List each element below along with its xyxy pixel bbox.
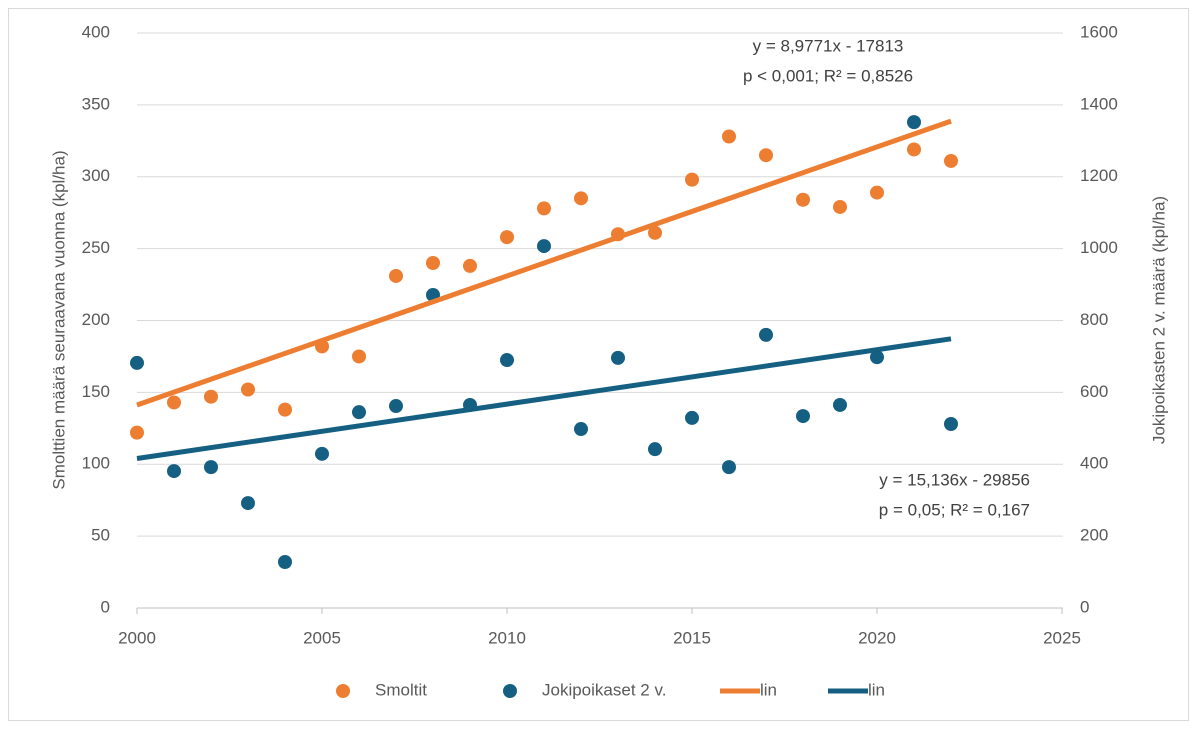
point — [537, 201, 551, 216]
x-tick-label: 2015 — [673, 628, 711, 647]
legend-label: Smoltit — [375, 680, 427, 699]
point — [685, 172, 699, 187]
point — [537, 239, 551, 254]
point — [167, 464, 181, 479]
x-tick-label: 2010 — [488, 628, 526, 647]
point — [130, 425, 144, 440]
y2-tick-label: 1400 — [1080, 94, 1118, 113]
point — [352, 405, 366, 420]
point — [389, 399, 403, 414]
x-tick-label: 2020 — [858, 628, 896, 647]
point — [907, 142, 921, 157]
point — [574, 422, 588, 437]
point — [463, 258, 477, 273]
legend-label: Jokipoikaset 2 v. — [542, 680, 666, 699]
point — [759, 148, 773, 163]
point — [907, 115, 921, 130]
annotation: p = 0,05; R² = 0,167 — [879, 500, 1030, 519]
point — [167, 395, 181, 410]
x-tick-label: 2000 — [118, 628, 156, 647]
y2-axis-title: Jokipoikasten 2 v. määrä (kpl/ha) — [1149, 196, 1168, 444]
point — [315, 446, 329, 461]
y-tick-label: 200 — [82, 310, 110, 329]
point — [204, 460, 218, 475]
y-tick-label: 400 — [82, 22, 110, 41]
y-tick-label: 150 — [82, 382, 110, 401]
point — [722, 460, 736, 475]
point — [426, 256, 440, 270]
point — [352, 349, 366, 364]
point — [833, 397, 847, 412]
y-tick-label: 0 — [101, 597, 110, 616]
point — [278, 402, 292, 417]
y2-tick-label: 1200 — [1080, 166, 1118, 185]
point — [796, 192, 810, 207]
point — [500, 230, 514, 245]
legend-marker — [503, 684, 517, 698]
chart-frame — [8, 8, 1189, 721]
y2-tick-label: 600 — [1080, 382, 1108, 401]
point — [389, 268, 403, 283]
trend-line — [136, 118, 952, 408]
annotation: y = 15,136x - 29856 — [879, 470, 1030, 489]
point — [130, 355, 144, 370]
point — [685, 410, 699, 425]
legend-marker — [336, 684, 350, 698]
y2-tick-label: 1600 — [1080, 22, 1118, 41]
point — [500, 353, 514, 368]
y-tick-label: 350 — [82, 94, 110, 113]
point — [759, 327, 773, 342]
trend-line — [136, 336, 952, 461]
point — [944, 153, 958, 168]
point — [648, 442, 662, 457]
y-tick-label: 250 — [82, 238, 110, 257]
point — [278, 555, 292, 569]
point — [241, 382, 255, 397]
y-tick-label: 100 — [82, 454, 110, 473]
y2-tick-label: 400 — [1080, 454, 1108, 473]
point — [648, 225, 662, 240]
point — [944, 417, 958, 431]
x-tick-label: 2005 — [303, 628, 341, 647]
legend-label: lin — [868, 680, 885, 699]
point — [722, 129, 736, 144]
y-axis-title: Smolttien määrä seuraavana vuonna (kpl/h… — [49, 150, 68, 489]
point — [611, 350, 625, 365]
point — [574, 191, 588, 206]
annotation: y = 8,9771x - 17813 — [753, 36, 904, 55]
point — [796, 409, 810, 424]
y-tick-label: 300 — [82, 166, 110, 185]
point — [833, 199, 847, 214]
point — [204, 389, 218, 404]
legend-label: lin — [760, 680, 777, 699]
y2-tick-label: 800 — [1080, 310, 1108, 329]
y-tick-label: 50 — [91, 526, 110, 545]
annotation: p < 0,001; R² = 0,8526 — [743, 66, 913, 85]
x-tick-label: 2025 — [1043, 628, 1081, 647]
point — [241, 496, 255, 511]
y2-tick-label: 200 — [1080, 526, 1108, 545]
point — [870, 350, 884, 365]
y2-tick-label: 0 — [1080, 597, 1089, 616]
point — [870, 185, 884, 200]
y2-tick-label: 1000 — [1080, 238, 1118, 257]
